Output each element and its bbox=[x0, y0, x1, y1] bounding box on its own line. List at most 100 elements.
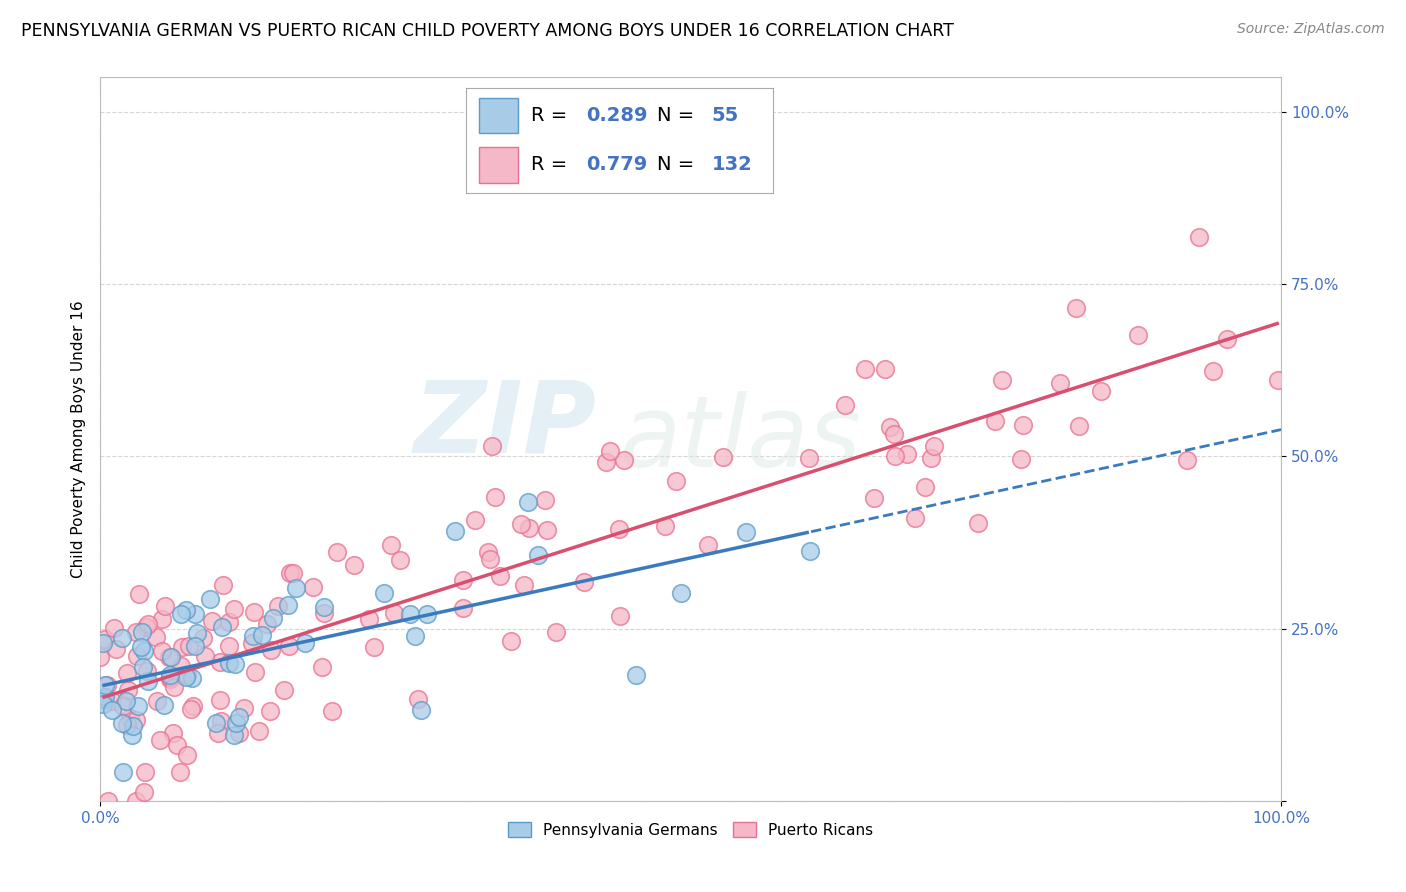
Point bbox=[132, 785, 155, 799]
Point bbox=[1126, 328, 1149, 343]
Point bbox=[121, 719, 143, 733]
Point bbox=[612, 452, 634, 467]
Point bbox=[312, 599, 335, 614]
Point bbox=[218, 656, 240, 670]
Point bbox=[875, 362, 897, 376]
Point bbox=[671, 585, 693, 599]
Point bbox=[654, 519, 676, 533]
Point bbox=[896, 447, 918, 461]
Point bbox=[517, 495, 540, 509]
Point bbox=[132, 643, 155, 657]
Point bbox=[453, 573, 475, 587]
Point bbox=[112, 698, 135, 713]
Point bbox=[478, 551, 501, 566]
Point bbox=[103, 621, 125, 635]
Point bbox=[1090, 384, 1112, 398]
Point bbox=[150, 644, 173, 658]
Point bbox=[321, 704, 343, 718]
Point bbox=[174, 602, 197, 616]
Point bbox=[1012, 417, 1035, 432]
Point bbox=[1267, 373, 1289, 387]
Point bbox=[94, 632, 117, 647]
Point bbox=[228, 710, 250, 724]
Point bbox=[416, 607, 439, 621]
Point bbox=[914, 480, 936, 494]
Point bbox=[228, 726, 250, 740]
Point bbox=[94, 678, 117, 692]
Point bbox=[544, 625, 567, 640]
Point bbox=[834, 398, 856, 412]
Point bbox=[499, 634, 522, 648]
Point bbox=[176, 747, 198, 762]
Legend: Pennsylvania Germans, Puerto Ricans: Pennsylvania Germans, Puerto Ricans bbox=[502, 815, 879, 844]
Point bbox=[111, 631, 134, 645]
Point bbox=[735, 524, 758, 539]
Point bbox=[380, 538, 402, 552]
Point bbox=[183, 607, 205, 621]
Point bbox=[1049, 376, 1071, 390]
Point bbox=[409, 703, 432, 717]
Point bbox=[131, 624, 153, 639]
Point bbox=[115, 665, 138, 680]
Point bbox=[159, 673, 181, 687]
Point bbox=[517, 521, 540, 535]
Point bbox=[513, 577, 536, 591]
Point bbox=[277, 598, 299, 612]
Point bbox=[118, 711, 141, 725]
Point bbox=[222, 602, 245, 616]
Point bbox=[1216, 332, 1239, 346]
Point bbox=[208, 655, 231, 669]
Point bbox=[259, 704, 281, 718]
Point bbox=[127, 699, 149, 714]
Point bbox=[184, 639, 207, 653]
Point bbox=[879, 419, 901, 434]
Point bbox=[595, 455, 617, 469]
Point bbox=[194, 649, 217, 664]
Point bbox=[181, 698, 204, 713]
Point bbox=[243, 605, 266, 619]
Point bbox=[94, 690, 117, 705]
Point bbox=[797, 451, 820, 466]
Point bbox=[250, 628, 273, 642]
Point bbox=[205, 715, 228, 730]
Point bbox=[991, 373, 1014, 387]
Point bbox=[262, 611, 284, 625]
Point bbox=[91, 697, 114, 711]
Point bbox=[232, 701, 254, 715]
Point bbox=[179, 639, 201, 653]
Point bbox=[312, 606, 335, 620]
Point bbox=[399, 607, 422, 621]
Point bbox=[359, 612, 381, 626]
Point bbox=[170, 659, 193, 673]
Text: ZIP: ZIP bbox=[413, 376, 596, 473]
Point bbox=[91, 692, 114, 706]
Point bbox=[536, 523, 558, 537]
Point bbox=[883, 426, 905, 441]
Point bbox=[150, 612, 173, 626]
Point bbox=[863, 491, 886, 505]
Point bbox=[326, 544, 349, 558]
Point bbox=[159, 650, 181, 665]
Point bbox=[111, 716, 134, 731]
Point bbox=[904, 510, 927, 524]
Point bbox=[1188, 230, 1211, 244]
Point bbox=[527, 548, 550, 562]
Point bbox=[101, 703, 124, 717]
Point bbox=[696, 538, 718, 552]
Point bbox=[135, 620, 157, 634]
Point bbox=[451, 600, 474, 615]
Point bbox=[159, 668, 181, 682]
Point bbox=[181, 671, 204, 685]
Point bbox=[853, 362, 876, 376]
Point bbox=[294, 636, 316, 650]
Point bbox=[388, 553, 411, 567]
Point bbox=[136, 665, 159, 679]
Point bbox=[1175, 453, 1198, 467]
Point bbox=[186, 626, 208, 640]
Point bbox=[174, 670, 197, 684]
Point bbox=[208, 693, 231, 707]
Point bbox=[121, 728, 143, 742]
Point bbox=[484, 490, 506, 504]
Point bbox=[883, 449, 905, 463]
Point bbox=[193, 631, 215, 645]
